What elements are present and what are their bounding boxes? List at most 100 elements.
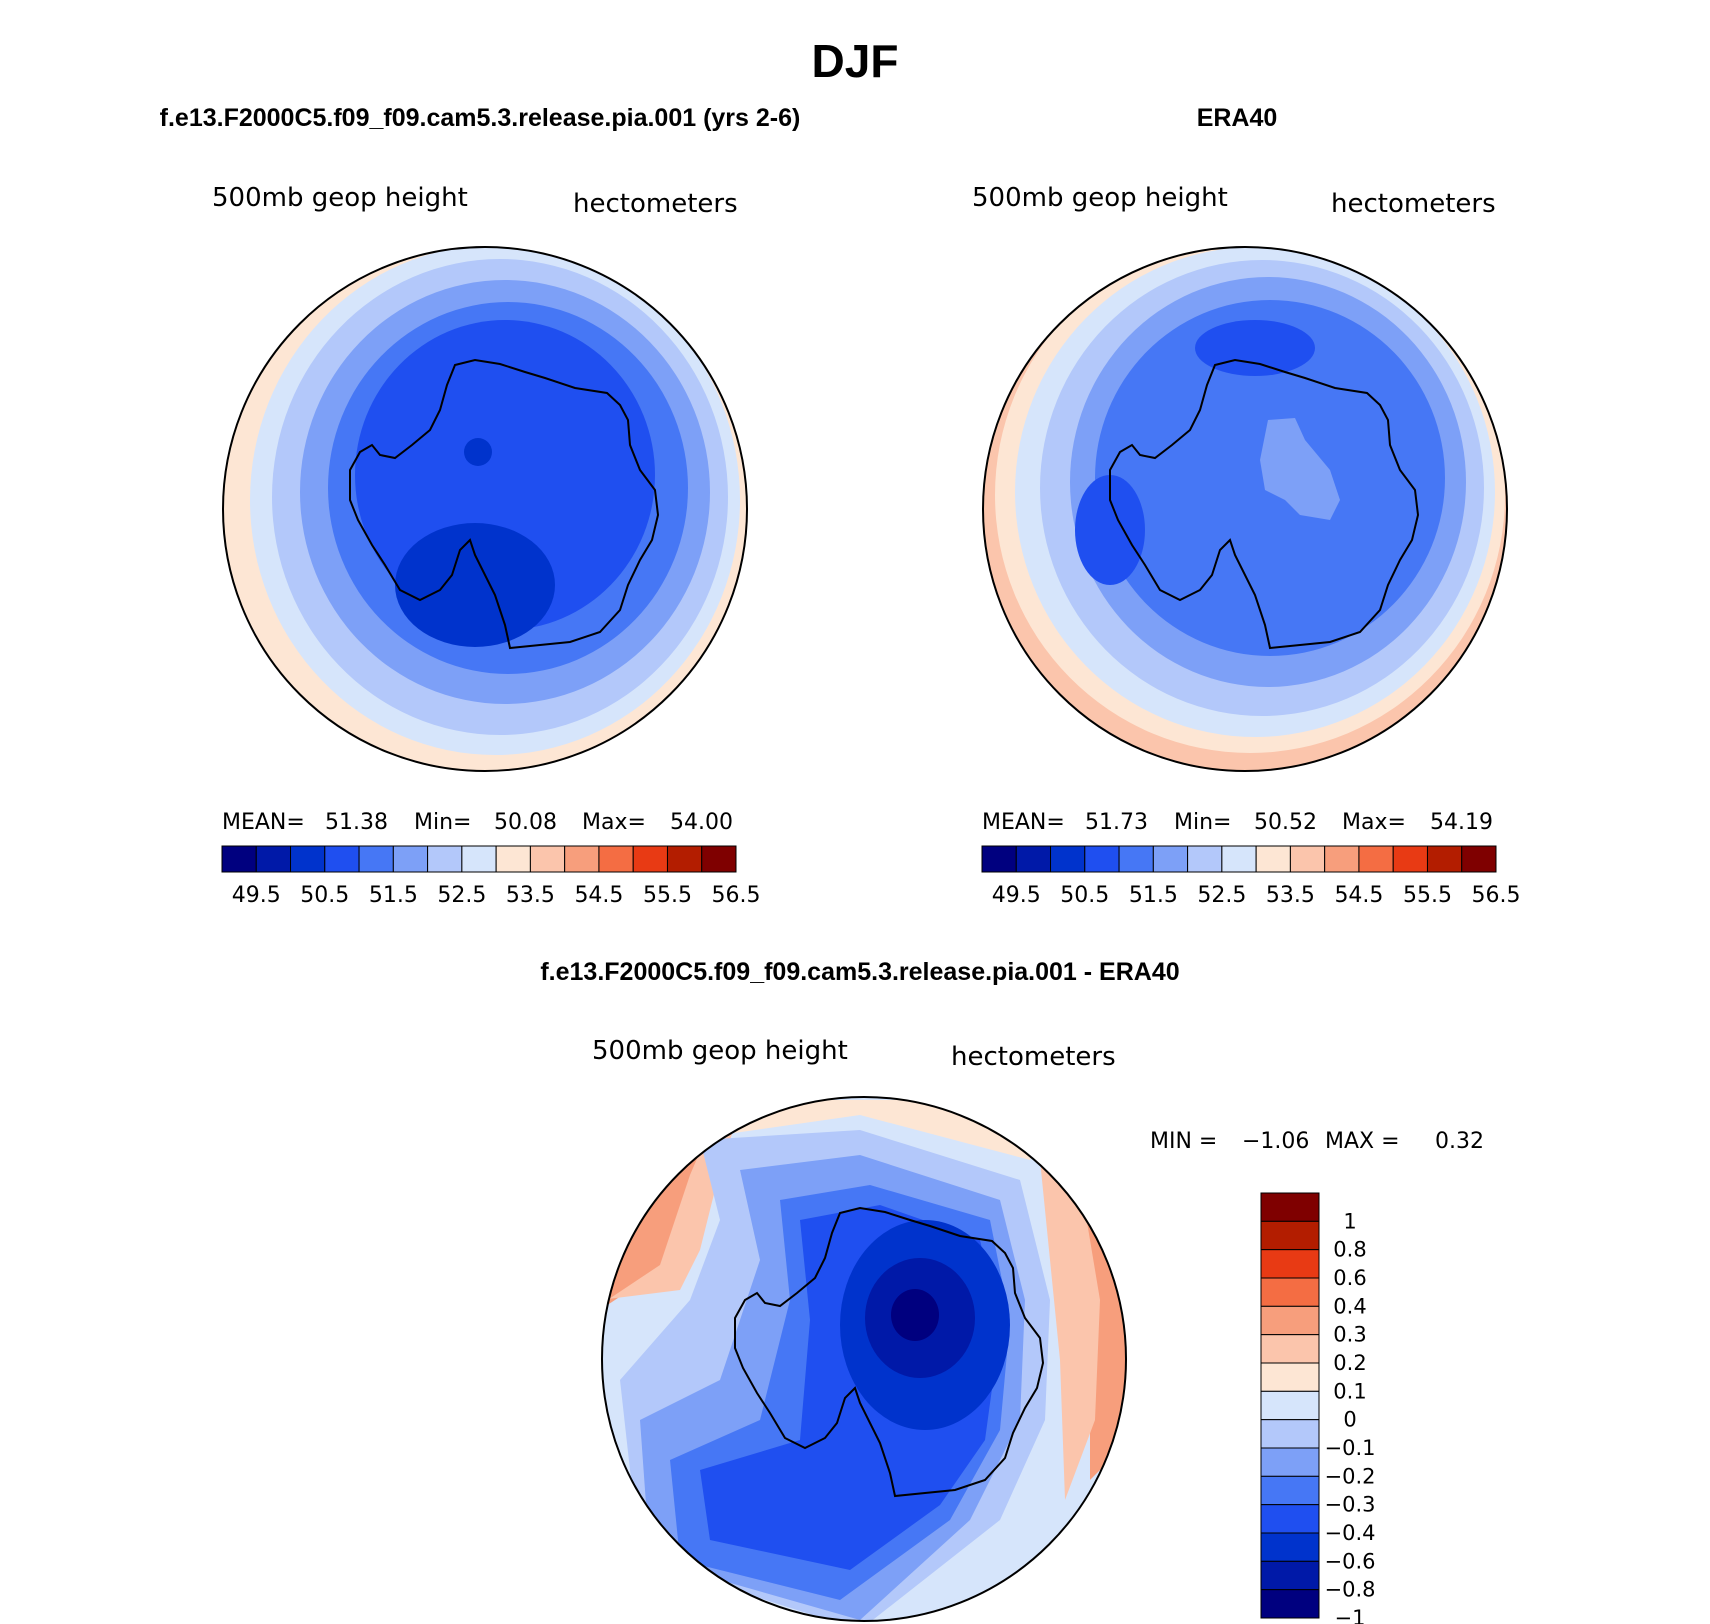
stat-min-obs: 50.52 — [1254, 810, 1317, 835]
panel-heading-diff: f.e13.F2000C5.f09_f09.cam5.3.release.pia… — [540, 958, 1179, 986]
svg-text:MEAN= 51.73 Min= 5: MEAN= 51.73 Min= 50.52 Max= 54.19 — [982, 810, 1493, 835]
colorbar-tick-label-diff: 0 — [1343, 1408, 1356, 1432]
colorbar-swatch-obs — [1426, 845, 1463, 873]
colorbar-swatch-diff — [1260, 1277, 1320, 1307]
colorbar-tick-label-diff: 0.8 — [1333, 1238, 1366, 1262]
colorbar-obs: 49.5 50.5 51.5 52.5 53.5 54.5 55.5 56.5 — [981, 845, 1521, 908]
colorbar-swatch-obs — [1084, 845, 1120, 873]
colorbar-swatch-model — [564, 845, 600, 873]
stat-mean-label-obs: MEAN= — [982, 810, 1065, 835]
colorbar-swatch-obs — [1358, 845, 1394, 873]
colorbar-swatch-model — [632, 845, 668, 873]
colorbar-swatch-obs — [1187, 845, 1223, 873]
colorbar-tick-label-diff: −0.2 — [1325, 1464, 1376, 1488]
colorbar-tick-label-obs: 49.5 — [992, 883, 1041, 908]
polar-map-model — [223, 247, 747, 771]
colorbar-swatch-model — [529, 845, 566, 873]
colorbar-tick-label-diff: −0.4 — [1325, 1521, 1376, 1545]
colorbar-swatch-diff — [1260, 1419, 1320, 1449]
variable-label-diff: 500mb geop height — [592, 1036, 848, 1066]
colorbar-swatch-obs — [1152, 845, 1189, 873]
variable-label-model: 500mb geop height — [212, 183, 468, 213]
stat-mean-model: 51.38 — [325, 810, 388, 835]
colorbar-swatch-model — [255, 845, 292, 873]
colorbar-tick-label-obs: 55.5 — [1403, 883, 1452, 908]
colorbar-tick-label-model: 51.5 — [369, 883, 418, 908]
colorbar-swatch-diff — [1260, 1475, 1320, 1506]
variable-label-obs: 500mb geop height — [972, 183, 1228, 213]
colorbar-tick-label-diff: 0.4 — [1333, 1294, 1366, 1318]
panel-heading-obs: ERA40 — [1197, 104, 1278, 132]
colorbar-tick-label-diff: 1 — [1343, 1209, 1356, 1233]
contour-band-warm-east — [1040, 1160, 1100, 1500]
colorbar-swatch-model — [358, 845, 394, 873]
colorbar-tick-label-diff: 0.1 — [1333, 1379, 1366, 1403]
colorbar-swatch-diff — [1260, 1589, 1320, 1619]
colorbar-swatch-model — [461, 845, 497, 873]
stat-max-model: 54.00 — [670, 810, 733, 835]
stat-min-model: 50.08 — [494, 810, 557, 835]
panel-heading-model: f.e13.F2000C5.f09_f09.cam5.3.release.pia… — [160, 104, 801, 132]
polar-map-obs — [983, 247, 1507, 771]
stat-max-label-model: Max= — [582, 810, 646, 835]
colorbar-swatch-model — [701, 845, 737, 873]
colorbar-swatch-diff — [1260, 1220, 1320, 1251]
colorbar-swatch-obs — [1118, 845, 1154, 873]
colorbar-swatch-diff — [1260, 1447, 1320, 1477]
colorbar-swatch-model — [324, 845, 360, 873]
colorbar-swatch-obs — [1289, 845, 1326, 873]
colorbar-swatch-model — [427, 845, 463, 873]
colorbar-swatch-obs — [1392, 845, 1428, 873]
colorbar-swatch-obs — [1324, 845, 1360, 873]
stat-mean-obs: 51.73 — [1085, 810, 1148, 835]
units-label-model: hectometers — [573, 189, 738, 219]
colorbar-swatch-diff — [1260, 1249, 1320, 1279]
contour-band-blue7 — [891, 1289, 939, 1341]
units-label-diff: hectometers — [951, 1042, 1116, 1072]
contour-band-blue4-west — [1075, 475, 1145, 585]
contour-band-blue5 — [395, 523, 555, 647]
stat-max-diff: 0.32 — [1435, 1129, 1484, 1154]
colorbar-tick-label-diff: −1 — [1335, 1606, 1366, 1624]
colorbar-tick-label-model: 49.5 — [232, 883, 281, 908]
colorbar-swatch-obs — [1461, 845, 1497, 873]
colorbar-tick-label-diff: −0.3 — [1325, 1493, 1376, 1517]
colorbar-tick-label-obs: 56.5 — [1472, 883, 1521, 908]
figure-title: DJF — [812, 35, 899, 87]
colorbar-tick-label-diff: −0.6 — [1325, 1549, 1376, 1573]
stat-max-label-obs: Max= — [1342, 810, 1406, 835]
colorbar-tick-label-model: 55.5 — [643, 883, 692, 908]
colorbar-tick-label-obs: 53.5 — [1266, 883, 1315, 908]
map-border-obs — [982, 246, 1508, 772]
polar-map-diff — [602, 1097, 1126, 1621]
units-label-obs: hectometers — [1331, 189, 1496, 219]
colorbar-swatch-model — [666, 845, 703, 873]
colorbar-tick-label-model: 53.5 — [506, 883, 555, 908]
colorbar-tick-label-obs: 54.5 — [1334, 883, 1383, 908]
colorbar-tick-label-model: 52.5 — [437, 883, 486, 908]
colorbar-swatch-model — [598, 845, 634, 873]
colorbar-swatch-diff — [1260, 1362, 1320, 1392]
map-border-diff — [601, 1096, 1127, 1622]
colorbar-swatch-obs — [1221, 845, 1257, 873]
colorbar-tick-label-diff: −0.1 — [1325, 1436, 1376, 1460]
colorbar-tick-label-obs: 52.5 — [1197, 883, 1246, 908]
svg-text:MEAN= 51.38 Min= 5: MEAN= 51.38 Min= 50.08 Max= 54.00 — [222, 810, 733, 835]
colorbar-swatch-obs — [981, 845, 1017, 873]
colorbar-tick-label-model: 56.5 — [712, 883, 761, 908]
colorbar-tick-label-diff: 0.2 — [1333, 1351, 1366, 1375]
colorbar-swatch-obs — [1050, 845, 1086, 873]
stat-max-label-diff: MAX = — [1325, 1129, 1400, 1154]
stat-min-label-diff: MIN = — [1150, 1129, 1217, 1154]
colorbar-swatch-model — [221, 845, 257, 873]
colorbar-swatch-diff — [1260, 1532, 1320, 1562]
stat-min-diff: −1.06 — [1242, 1129, 1309, 1154]
colorbar-tick-label-model: 50.5 — [300, 883, 349, 908]
stat-max-obs: 54.19 — [1430, 810, 1493, 835]
stat-min-label-obs: Min= — [1174, 810, 1231, 835]
colorbar-swatch-diff — [1260, 1504, 1320, 1534]
colorbar-swatch-diff — [1260, 1560, 1320, 1591]
colorbar-tick-label-diff: 0.3 — [1333, 1323, 1366, 1347]
colorbar-swatch-diff — [1260, 1192, 1320, 1222]
colorbar-swatch-diff — [1260, 1390, 1320, 1421]
